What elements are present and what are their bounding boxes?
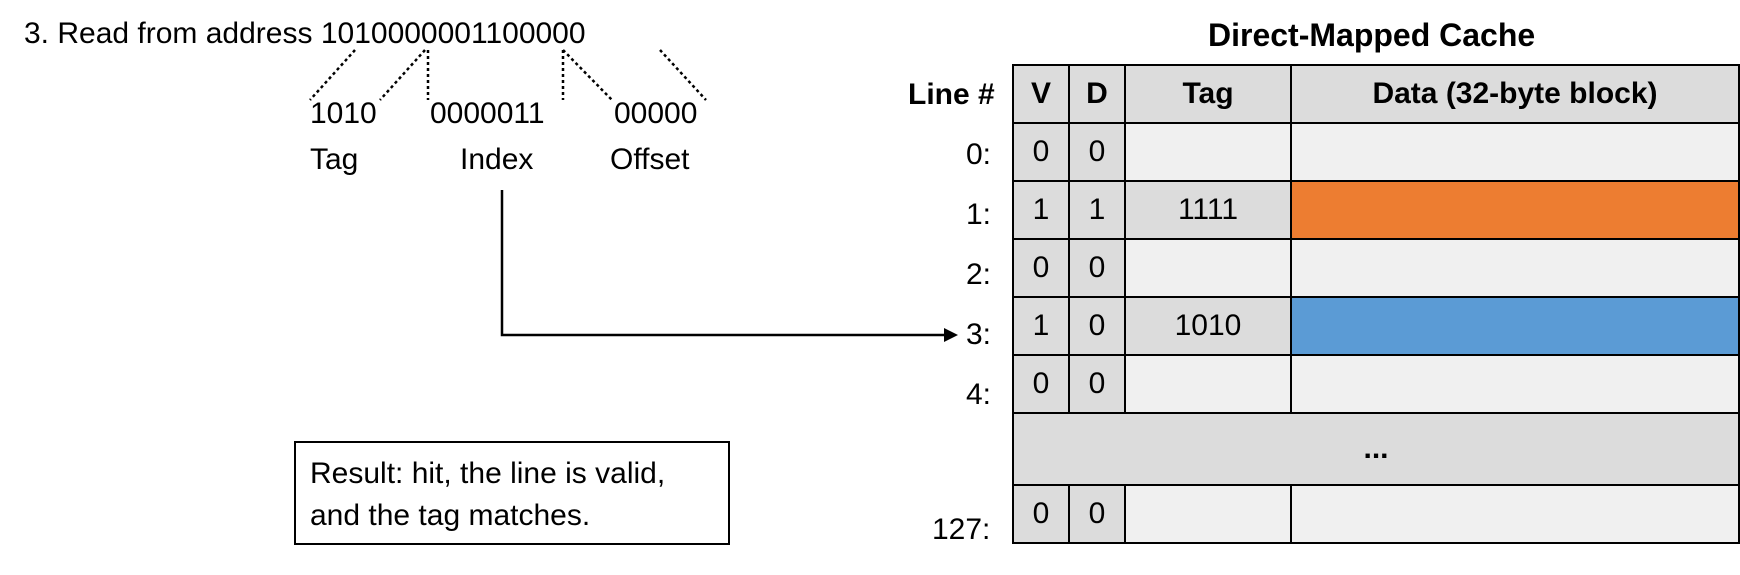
tag-cell	[1124, 238, 1292, 298]
arrowhead-icon	[944, 328, 958, 342]
data-block	[1290, 484, 1740, 544]
cache-row: 0 0	[1012, 354, 1740, 414]
index-arrow-line	[500, 190, 950, 337]
valid-bit: 1	[1012, 180, 1070, 240]
tag-left-dotted-line	[309, 49, 356, 101]
cache-row-last: 0 0	[1012, 484, 1740, 544]
valid-bit: 0	[1012, 238, 1070, 298]
valid-bit: 0	[1012, 354, 1070, 414]
tag-label: Tag	[310, 143, 359, 176]
valid-bit: 0	[1012, 122, 1070, 182]
index-label: Index	[460, 143, 534, 176]
tag-cell: 1010	[1124, 296, 1292, 356]
data-block	[1290, 180, 1740, 240]
dirty-bit: 0	[1068, 484, 1126, 544]
cache-row: 1 0 1010	[1012, 296, 1740, 356]
line-label-127: 127:	[932, 513, 991, 546]
dirty-bit: 0	[1068, 296, 1126, 356]
step-label: 3. Read from address 1010000001100000	[24, 17, 586, 50]
cache-row: 1 1 1111	[1012, 180, 1740, 240]
valid-bit: 1	[1012, 296, 1070, 356]
line-label-3: 3:	[966, 318, 992, 351]
dirty-bit: 0	[1068, 122, 1126, 182]
ellipsis-row: ...	[1012, 412, 1740, 486]
index-bits: 0000011	[430, 97, 545, 130]
tag-header: Tag	[1124, 64, 1292, 124]
data-block	[1290, 122, 1740, 182]
offset-left-dotted-line	[562, 49, 613, 101]
tag-right-dotted-line	[379, 49, 426, 101]
cache-header-row: V D Tag Data (32-byte block)	[1012, 64, 1740, 124]
tag-cell	[1124, 354, 1292, 414]
offset-right-dotted-line	[659, 49, 707, 101]
line-label-0: 0:	[966, 138, 992, 171]
dirty-bit: 1	[1068, 180, 1126, 240]
cache-row: 0 0	[1012, 238, 1740, 298]
dirty-header: D	[1068, 64, 1126, 124]
line-label-4: 4:	[966, 378, 992, 411]
cache-title: Direct-Mapped Cache	[1208, 17, 1536, 53]
data-block	[1290, 354, 1740, 414]
ellipsis: ...	[1012, 412, 1740, 486]
valid-bit: 0	[1012, 484, 1070, 544]
result-box: Result: hit, the line is valid, and the …	[294, 441, 730, 545]
dirty-bit: 0	[1068, 238, 1126, 298]
tag-cell	[1124, 484, 1292, 544]
offset-label: Offset	[610, 143, 690, 176]
data-block	[1290, 238, 1740, 298]
tag-cell	[1124, 122, 1292, 182]
address-value: 1010000001100000	[320, 17, 586, 50]
cache-table: V D Tag Data (32-byte block) 0 0 1 1 111…	[1012, 64, 1740, 544]
offset-bits: 00000	[614, 97, 698, 130]
dirty-bit: 0	[1068, 354, 1126, 414]
line-label-2: 2:	[966, 258, 992, 291]
tag-bits: 1010	[310, 97, 377, 130]
data-header: Data (32-byte block)	[1290, 64, 1740, 124]
valid-header: V	[1012, 64, 1070, 124]
line-number-header: Line #	[908, 78, 995, 111]
tag-cell: 1111	[1124, 180, 1292, 240]
cache-row: 0 0	[1012, 122, 1740, 182]
data-block	[1290, 296, 1740, 356]
line-label-1: 1:	[966, 198, 992, 231]
